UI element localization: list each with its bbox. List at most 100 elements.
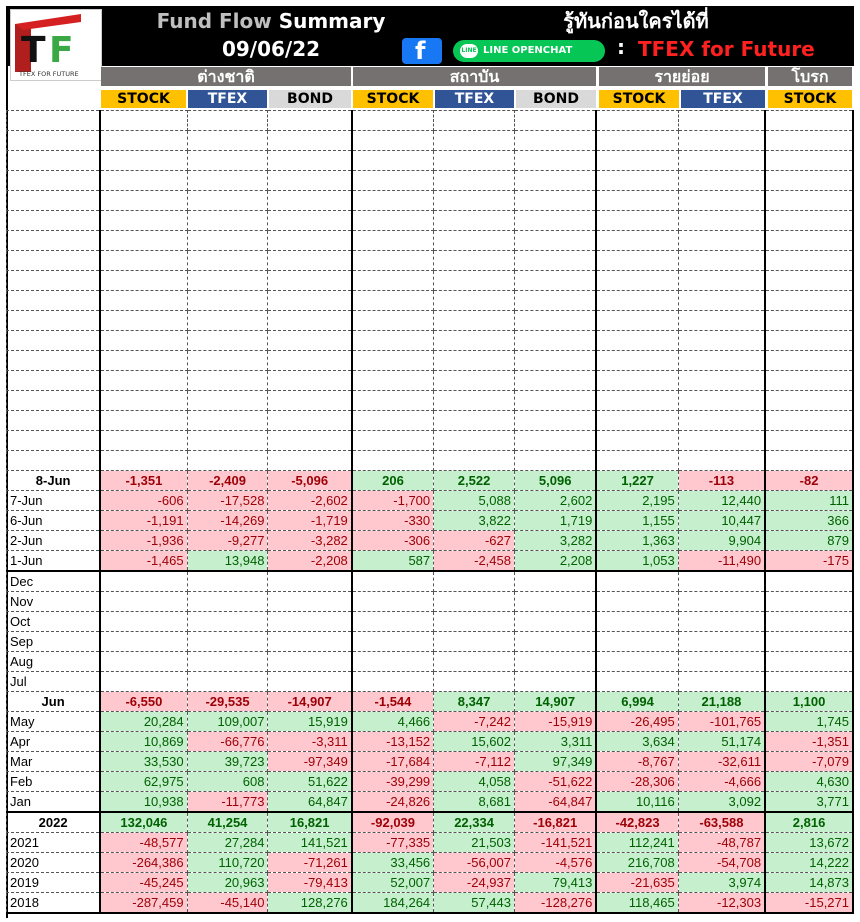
value-cell: -2,458 [433,550,515,572]
empty-cell [677,230,766,251]
empty-cell [99,370,188,391]
value-cell: -2,602 [267,490,353,511]
value-cell: 97,349 [514,751,597,772]
empty-cell [764,110,854,131]
value-cell: 8,347 [433,691,515,712]
value-cell: 6,994 [595,691,679,712]
empty-cell [514,350,597,371]
empty-cell [267,270,353,291]
value-cell: -9,277 [186,530,269,551]
tfex-for-future-logo: T F TFEX FOR FUTURE [10,9,102,81]
daily-row: 7-Jun -606 -17,528 -2,602 -1,700 5,088 2,602 2,… [6,490,854,511]
empty-cell [677,310,766,331]
separator-colon: : [617,35,625,59]
empty-cell [595,410,679,431]
empty-cell [433,591,515,612]
value-cell: -3,311 [267,731,353,752]
empty-cell [595,170,679,191]
empty-cell [350,130,435,151]
empty-cell [350,210,435,231]
value-cell: 62,975 [99,771,188,792]
value-cell: 79,413 [514,872,597,893]
empty-cell [514,310,597,331]
value-cell: 64,847 [267,791,353,813]
empty-cell [514,110,597,131]
empty-cell [677,611,766,632]
empty-cell [764,170,854,191]
value-cell: -4,666 [677,771,766,792]
empty-cell [514,651,597,672]
value-cell: 1,155 [595,510,679,531]
empty-cell [99,611,188,632]
empty-cell [186,390,269,411]
empty-cell [514,671,597,692]
value-cell: 2,208 [514,550,597,572]
empty-cell [186,210,269,231]
row-label [6,210,101,231]
empty-cell [514,611,597,632]
daily-row: 1-Jun -1,465 13,948 -2,208 587 -2,458 2,208 1,0… [6,550,854,572]
value-cell: 10,116 [595,791,679,813]
value-cell: 27,284 [186,832,269,853]
value-cell: 118,465 [595,892,679,914]
empty-cell [186,671,269,692]
value-cell: 21,188 [677,691,766,712]
empty-cell [267,430,353,451]
empty-daily-row [6,210,854,231]
empty-cell [99,230,188,251]
value-cell: -128,276 [514,892,597,914]
empty-cell [764,230,854,251]
empty-daily-row [6,430,854,451]
value-cell: 1,745 [764,711,854,732]
value-cell: 57,443 [433,892,515,914]
empty-cell [99,210,188,231]
row-label [6,110,101,131]
row-label [6,250,101,271]
empty-cell [514,170,597,191]
empty-cell [514,150,597,171]
empty-cell [677,130,766,151]
table-body: 8-Jun -1,351 -2,409 -5,096 206 2,522 5,096 1,22… [6,110,854,914]
value-cell: -1,544 [350,691,435,712]
line-openchat-badge[interactable]: LINE LINE OPENCHAT [453,40,605,62]
empty-daily-row [6,350,854,371]
empty-cell [595,230,679,251]
empty-cell [677,591,766,612]
empty-month-row: Dec [6,570,854,592]
empty-cell [99,651,188,672]
value-cell: 51,622 [267,771,353,792]
empty-cell [350,631,435,652]
empty-cell [433,250,515,271]
empty-cell [433,210,515,231]
value-cell: -48,787 [677,832,766,853]
facebook-icon[interactable]: f [402,37,442,65]
empty-cell [267,671,353,692]
empty-cell [677,250,766,271]
empty-month-row: Nov [6,591,854,612]
value-cell: -28,306 [595,771,679,792]
empty-cell [764,310,854,331]
empty-cell [433,390,515,411]
value-cell: 51,174 [677,731,766,752]
empty-cell [267,591,353,612]
empty-cell [267,290,353,311]
value-cell: 2,522 [433,470,515,491]
value-cell: -92,039 [350,811,435,833]
row-label: 2018 [6,892,101,914]
empty-cell [595,671,679,692]
value-cell: -26,495 [595,711,679,732]
empty-cell [186,170,269,191]
empty-cell [595,190,679,211]
row-label [6,430,101,451]
group-name: TFEX for Future [638,37,815,61]
value-cell: -29,535 [186,691,269,712]
value-cell: -42,823 [595,811,679,833]
empty-cell [350,190,435,211]
monthly-row: Apr 10,869 -66,776 -3,311 -13,152 15,602 3,311… [6,731,854,752]
value-cell: -1,936 [99,530,188,551]
row-label: 7-Jun [6,490,101,511]
empty-cell [99,410,188,431]
subheader-retail-stock: STOCK [599,90,679,108]
value-cell: 14,873 [764,872,854,893]
empty-cell [350,350,435,371]
